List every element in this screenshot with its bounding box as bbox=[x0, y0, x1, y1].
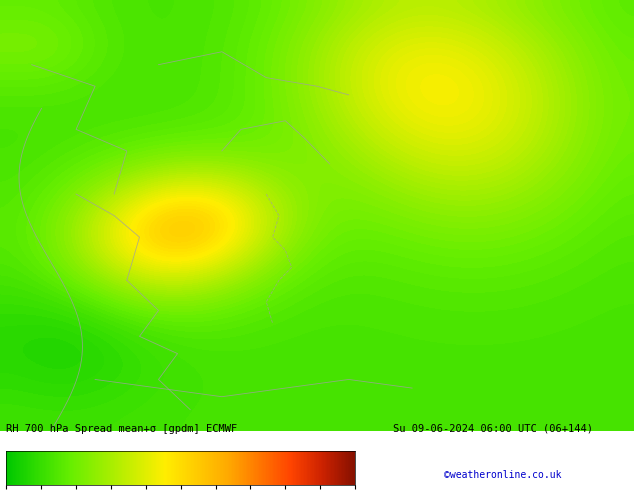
Text: Su 09-06-2024 06:00 UTC (06+144): Su 09-06-2024 06:00 UTC (06+144) bbox=[393, 424, 593, 434]
Text: RH 700 hPa Spread mean+σ [gpdm] ECMWF: RH 700 hPa Spread mean+σ [gpdm] ECMWF bbox=[6, 424, 238, 434]
Text: ©weatheronline.co.uk: ©weatheronline.co.uk bbox=[444, 470, 561, 480]
